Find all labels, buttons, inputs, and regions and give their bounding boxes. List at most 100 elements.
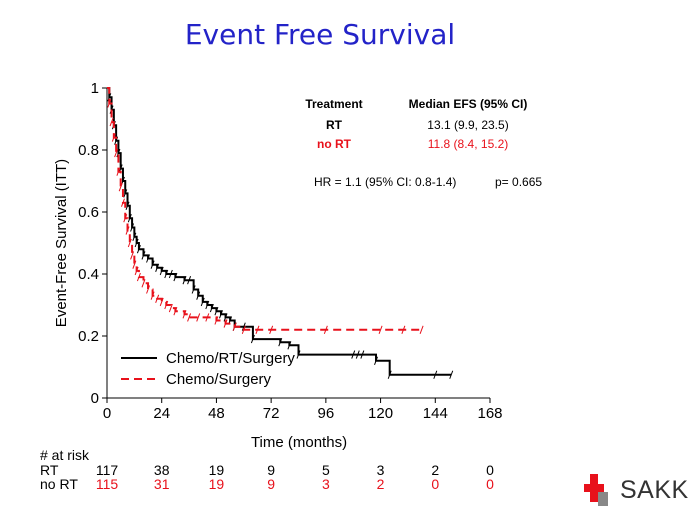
y-tick-label: 0.8 — [78, 142, 99, 159]
censor-mark — [214, 316, 219, 325]
censor-mark — [173, 307, 178, 316]
censor-mark — [219, 310, 223, 319]
at-risk-value: 19 — [209, 476, 225, 492]
annotation-header-treatment: Treatment — [305, 97, 362, 111]
censor-mark — [120, 198, 125, 207]
censor-mark — [150, 291, 155, 300]
y-axis-label: Event-Free Survival (ITT) — [53, 159, 70, 327]
series-line-1 — [107, 87, 422, 331]
censor-mark — [351, 350, 356, 359]
at-risk-value: 115 — [96, 476, 119, 492]
censor-mark — [182, 310, 187, 319]
censor-mark — [130, 251, 135, 260]
y-tick-label: 1 — [91, 80, 99, 97]
legend-label-1: Chemo/Surgery — [166, 371, 272, 388]
annotation-row-label: RT — [326, 118, 343, 132]
at-risk-value: 3 — [377, 462, 385, 478]
censor-mark — [164, 269, 169, 279]
censor-mark — [191, 285, 196, 294]
censor-mark — [419, 325, 424, 334]
censor-mark — [130, 223, 135, 232]
censor-mark — [127, 238, 132, 248]
censor-mark — [196, 313, 201, 322]
sakk-logo-icon — [584, 474, 608, 506]
annotation-row-value: 11.8 (8.4, 15.2) — [428, 137, 509, 151]
at-risk-value: 3 — [322, 476, 330, 492]
censor-mark — [401, 325, 406, 334]
at-risk-value: 0 — [486, 476, 494, 492]
x-tick-label: 24 — [153, 405, 170, 422]
censor-mark — [141, 251, 146, 260]
censor-mark — [168, 303, 173, 313]
censor-mark — [164, 300, 169, 310]
x-tick-label: 120 — [368, 405, 393, 422]
x-tick-label: 96 — [318, 405, 335, 422]
at-risk-value: 0 — [486, 462, 494, 478]
censor-mark — [209, 303, 214, 313]
censor-mark — [159, 297, 164, 307]
censor-mark — [374, 356, 378, 365]
censor-mark — [378, 325, 383, 334]
censor-mark — [433, 370, 438, 379]
censor-mark — [205, 300, 210, 310]
censor-mark — [269, 325, 274, 334]
censor-mark — [232, 322, 237, 331]
at-risk-value: 19 — [209, 462, 225, 478]
censor-mark — [114, 148, 119, 158]
at-risk-value: 117 — [96, 462, 119, 478]
censor-mark — [387, 370, 392, 379]
annotation-header-median: Median EFS (95% CI) — [409, 97, 528, 111]
censor-mark — [132, 232, 137, 241]
censor-mark — [150, 260, 155, 269]
median-efs-table: Treatment Median EFS (95% CI) RT 13.1 (9.9,… — [305, 97, 542, 189]
censor-mark — [182, 276, 187, 285]
at-risk-value: 31 — [154, 476, 170, 492]
y-tick-label: 0.6 — [78, 204, 99, 221]
censor-mark — [214, 307, 219, 316]
at-risk-row-label: RT — [40, 462, 59, 478]
censor-mark — [187, 276, 192, 285]
at-risk-row-label: no RT — [40, 476, 78, 492]
censor-mark — [250, 334, 255, 344]
at-risk-value: 0 — [431, 476, 439, 492]
censor-mark — [116, 167, 121, 176]
annotation-row-label: no RT — [317, 137, 352, 151]
at-risk-value: 2 — [377, 476, 385, 492]
censor-mark — [127, 214, 132, 223]
censor-mark — [109, 117, 114, 127]
censor-mark — [136, 245, 141, 254]
annotation-row-value: 13.1 (9.9, 23.5) — [427, 118, 508, 132]
y-tick-label: 0.4 — [78, 266, 99, 283]
censor-mark — [111, 133, 116, 142]
y-tick-label: 0.2 — [78, 328, 99, 345]
censor-mark — [125, 201, 130, 210]
censor-mark — [118, 183, 123, 192]
censor-mark — [241, 325, 246, 334]
at-risk-value: 2 — [431, 462, 439, 478]
censor-mark — [223, 319, 228, 328]
censor-mark — [123, 214, 128, 223]
censor-mark — [449, 370, 454, 379]
censor-mark — [141, 279, 146, 288]
annotation-hr: HR = 1.1 (95% CI: 0.8-1.4) — [314, 175, 456, 189]
censor-mark — [168, 269, 173, 279]
censor-mark — [187, 313, 192, 322]
chart-axes: 0 24 48 72 96 120 144 168 0 0.2 0.4 0.6 0.8 1 Time (mo… — [53, 80, 503, 451]
censor-mark — [123, 189, 128, 198]
censor-mark — [125, 226, 130, 235]
x-tick-label: 72 — [263, 405, 280, 422]
censor-mark — [107, 99, 112, 108]
censor-mark — [287, 341, 292, 350]
at-risk-value: 9 — [267, 462, 275, 478]
at-risk-value: 9 — [267, 476, 275, 492]
censor-mark — [323, 325, 328, 334]
censor-mark — [278, 338, 283, 347]
censor-mark — [132, 260, 137, 269]
censor-mark — [196, 291, 201, 300]
series-layer — [107, 87, 454, 379]
x-tick-label: 0 — [103, 405, 111, 422]
x-tick-label: 144 — [423, 405, 448, 422]
logo-text: SAKK — [620, 476, 688, 504]
